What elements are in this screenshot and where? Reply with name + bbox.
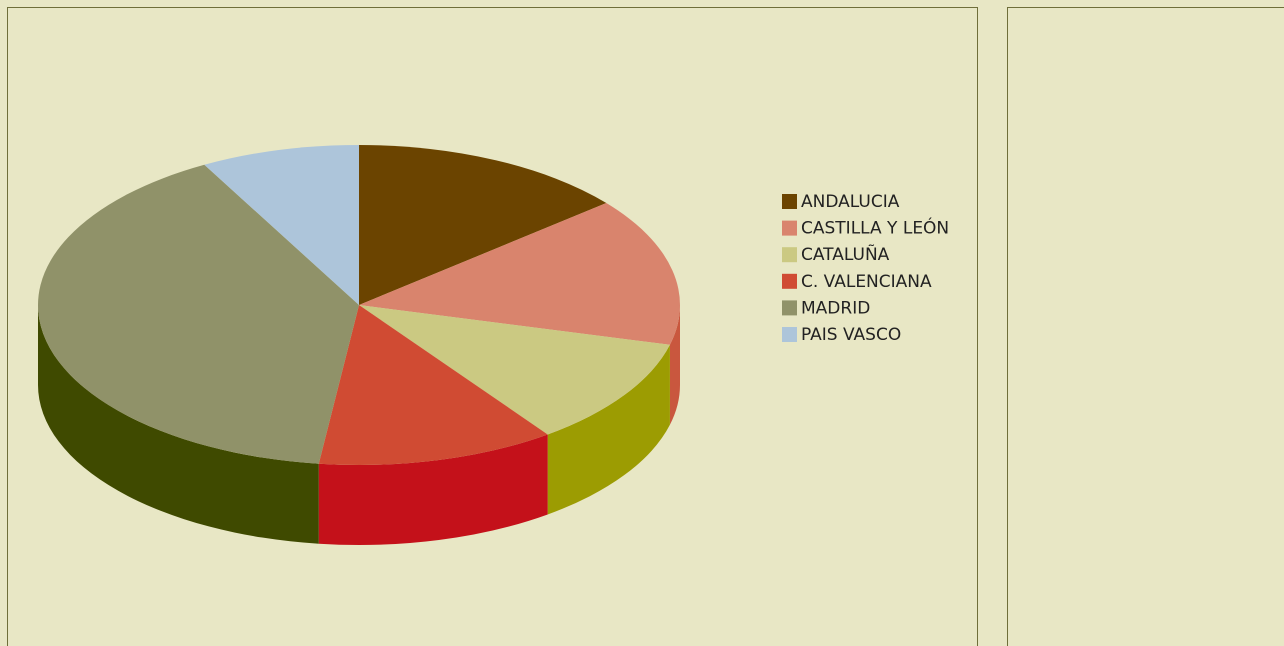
slice bbox=[359, 145, 607, 305]
slice-side bbox=[38, 305, 319, 544]
slice bbox=[37, 164, 360, 464]
slice bbox=[359, 305, 670, 435]
legend-swatch bbox=[782, 300, 797, 316]
legend-label: MADRID bbox=[801, 298, 870, 318]
legend-label: CATALUÑA bbox=[801, 243, 890, 265]
legend-swatch bbox=[782, 327, 797, 342]
legend-label: ANDALUCIA bbox=[801, 192, 900, 212]
slice-side bbox=[318, 434, 548, 545]
legend-swatch bbox=[782, 220, 797, 236]
slice bbox=[318, 305, 548, 465]
slice-side bbox=[669, 305, 680, 425]
legend-label: PAIS VASCO bbox=[801, 325, 901, 345]
slice-side bbox=[547, 344, 670, 515]
slice bbox=[359, 203, 681, 345]
legend-label: CASTILLA Y LEÓN bbox=[801, 217, 949, 239]
legend-swatch bbox=[782, 194, 797, 209]
legend-swatch bbox=[782, 247, 797, 263]
legend-swatch bbox=[782, 273, 797, 289]
side-panel bbox=[1007, 7, 1284, 646]
slice bbox=[204, 145, 359, 305]
legend-label: C. VALENCIANA bbox=[801, 272, 932, 292]
